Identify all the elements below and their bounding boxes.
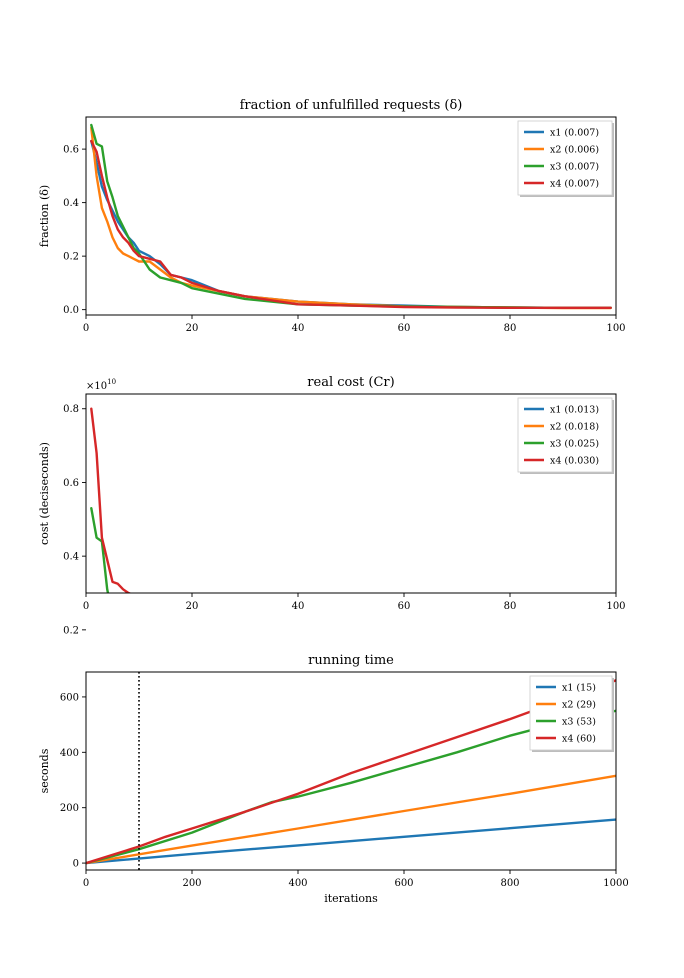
y-tick-label: 0.2: [63, 625, 79, 636]
y-tick-label: 400: [60, 748, 79, 759]
series-group: [90, 407, 610, 655]
series-line-2: [91, 608, 610, 655]
legend-label: x4 (0.007): [550, 179, 599, 190]
x-tick-label: 60: [398, 601, 411, 612]
legend: x1 (0.007) x2 (0.006) x3 (0.007) x4 (0.007): [517, 120, 614, 197]
x-tick-label: 400: [288, 878, 307, 889]
y-tick-label: 0.4: [63, 552, 79, 563]
legend-label: x3 (53): [562, 717, 596, 728]
chart-title: fraction of unfulfilled requests (δ): [240, 98, 463, 113]
x-tick-label: 800: [500, 878, 519, 889]
axes-frame: [85, 671, 617, 871]
x-tick-label: 40: [292, 601, 305, 612]
legend-label: x3 (0.025): [550, 439, 599, 450]
x-tick-label: 600: [394, 878, 413, 889]
x-tick-label: 0: [83, 878, 89, 889]
y-multiplier-label: ×1010: [86, 378, 116, 392]
chart-title: running time: [308, 653, 394, 668]
series-line-3: [90, 507, 110, 593]
y-tick-label: 0.4: [63, 198, 79, 209]
x-tick-label: 20: [186, 601, 199, 612]
legend-label: x4 (0.030): [550, 456, 599, 467]
legend-label: x1 (15): [562, 683, 596, 694]
x-tick-label: 100: [606, 323, 625, 334]
series-line-4: [86, 679, 616, 865]
y-tick-label: 0.8: [63, 404, 79, 415]
series-line-2: [86, 774, 616, 865]
y-tick-label: 200: [60, 803, 79, 814]
legend-label: x2 (0.018): [550, 422, 599, 433]
x-tick-label: 80: [504, 601, 517, 612]
legend-label: x2 (29): [562, 700, 596, 711]
series-group: [90, 123, 612, 310]
subplot-3: 0 200 400 600 800 1000 0 200 400 600 running time s…: [38, 653, 629, 905]
x-tick-label: 40: [292, 323, 305, 334]
series-line-4: [90, 139, 612, 309]
axes-frame: [85, 116, 617, 316]
legend-label: x2 (0.006): [550, 145, 599, 156]
x-tick-label: 20: [186, 323, 199, 334]
subplot-2: 0 20 40 60 80 100 0.2 0.4 0.6 0.8 ×1010 real cost (…: [38, 375, 626, 655]
x-axis-label: iterations: [324, 892, 378, 905]
y-axis-label: cost (deciseconds): [38, 442, 51, 545]
y-tick-label: 0.0: [63, 305, 79, 316]
x-tick-label: 0: [83, 323, 89, 334]
x-tick-label: 0: [83, 601, 89, 612]
y-axis-label: seconds: [38, 748, 51, 793]
series-line-3: [86, 709, 616, 865]
subplot-1: 0 20 40 60 80 100 0.0 0.2 0.4 0.6 fraction of unfu…: [38, 98, 626, 334]
y-tick-label: 0.2: [63, 252, 79, 263]
y-axis-label: fraction (δ): [38, 185, 51, 247]
series-line-4: [90, 407, 133, 593]
y-tick-label: 0.6: [63, 145, 79, 156]
y-tick-label: 0: [73, 859, 79, 870]
x-tick-label: 1000: [603, 878, 628, 889]
series-line-1: [86, 818, 616, 865]
series-group: [86, 679, 616, 865]
y-tick-label: 0.6: [63, 478, 79, 489]
legend-label: x1 (0.013): [550, 405, 599, 416]
legend-box: [517, 397, 613, 473]
legend-label: x3 (0.007): [550, 162, 599, 173]
x-tick-label: 80: [504, 323, 517, 334]
x-tick-label: 100: [606, 601, 625, 612]
legend-label: x4 (60): [562, 734, 596, 745]
x-tick-label: 60: [398, 323, 411, 334]
x-tick-label: 200: [182, 878, 201, 889]
legend: x1 (15) x2 (29) x3 (53) x4 (60): [529, 675, 614, 752]
chart-title: real cost (Cr): [307, 375, 394, 390]
legend-label: x1 (0.007): [550, 128, 599, 139]
y-tick-label: 600: [60, 692, 79, 703]
axes-frame: [85, 393, 617, 594]
legend: x1 (0.013) x2 (0.018) x3 (0.025) x4 (0.030): [517, 397, 614, 474]
